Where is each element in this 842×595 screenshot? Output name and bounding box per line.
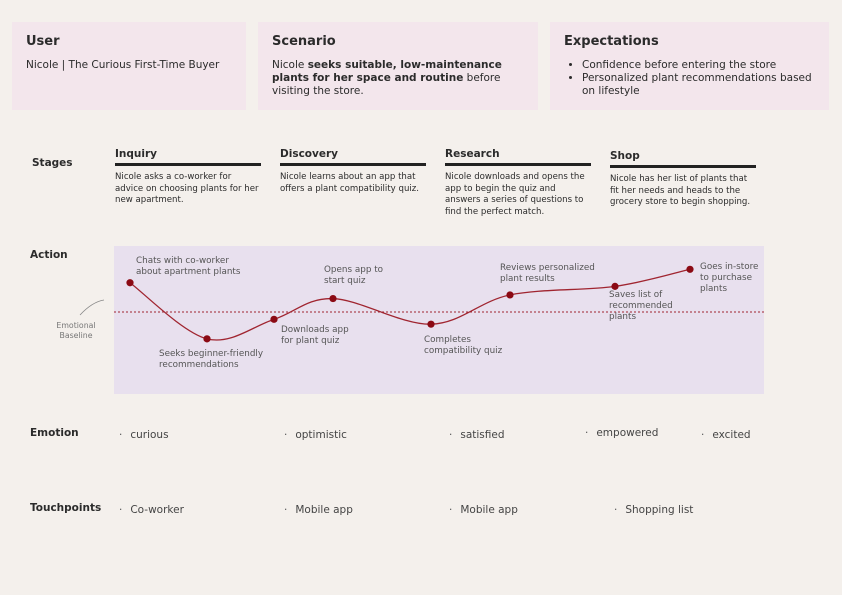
stage-desc: Nicole downloads and opens the app to be… (445, 172, 585, 217)
scenario-text-post: before visiting the store. (272, 72, 501, 97)
stage-title: Research (445, 148, 591, 166)
scenario-text-bold: seeks suitable, low-maintenance plants f… (272, 59, 502, 84)
row-label-stages: Stages (32, 157, 73, 169)
scenario-text-pre: Nicole (272, 59, 308, 71)
action-label: Reviews personalized plant results (500, 263, 595, 284)
touchpoint-item: Mobile app (449, 504, 518, 516)
action-plot-area (114, 246, 764, 394)
action-label: Downloads app for plant quiz (281, 325, 349, 346)
touchpoint-item: Mobile app (284, 504, 353, 516)
emotional-baseline-label: Emotional Baseline (56, 321, 96, 340)
action-label: Chats with co-worker about apartment pla… (136, 256, 241, 277)
emotion-point (686, 265, 694, 273)
emotion-item: satisfied (449, 429, 504, 441)
touchpoint-item: Shopping list (614, 504, 693, 516)
emotion-point (427, 320, 435, 328)
row-label-emotion: Emotion (30, 427, 79, 439)
scenario-card-text: Nicole seeks suitable, low-maintenance p… (272, 59, 524, 98)
emotion-point (329, 294, 337, 303)
expectations-card: Expectations Confidence before entering … (550, 22, 829, 110)
stage-desc: Nicole asks a co-worker for advice on ch… (115, 172, 259, 205)
stage-research: Research Nicole downloads and opens the … (445, 148, 591, 218)
action-label: Saves list of recommended plants (609, 290, 673, 322)
user-card-title: User (26, 34, 60, 49)
row-label-touchpoints: Touchpoints (30, 502, 102, 514)
touchpoint-item: Co-worker (119, 504, 184, 516)
stage-discovery: Discovery Nicole learns about an app tha… (280, 148, 426, 195)
row-label-action: Action (30, 249, 68, 261)
stage-desc: Nicole has her list of plants that fit h… (610, 174, 751, 207)
user-card-text: Nicole | The Curious First-Time Buyer (26, 59, 220, 71)
stage-inquiry: Inquiry Nicole asks a co-worker for advi… (115, 148, 261, 207)
expectations-list: Confidence before entering the store Per… (564, 59, 815, 98)
stage-title: Shop (610, 150, 756, 168)
emotion-point (126, 279, 134, 287)
expectation-item: Confidence before entering the store (582, 59, 815, 72)
emotion-point (270, 315, 278, 323)
action-label: Goes in-store to purchase plants (700, 262, 759, 294)
baseline-pointer-arrow (79, 299, 105, 316)
expectation-item: Personalized plant recommendations based… (582, 72, 815, 98)
stage-desc: Nicole learns about an app that offers a… (280, 172, 420, 194)
emotion-point (506, 291, 514, 299)
emotion-item: excited (701, 429, 750, 441)
emotion-item: empowered (585, 427, 658, 439)
emotion-item: optimistic (284, 429, 347, 441)
scenario-card-title: Scenario (272, 34, 336, 49)
action-label: Seeks beginner-friendly recommendations (159, 349, 264, 370)
action-label: Completes compatibility quiz (424, 335, 503, 356)
user-card: User Nicole | The Curious First-Time Buy… (12, 22, 246, 110)
stage-title: Inquiry (115, 148, 261, 166)
emotion-point (203, 335, 211, 343)
action-label: Opens app to start quiz (324, 265, 384, 286)
stage-shop: Shop Nicole has her list of plants that … (610, 150, 756, 209)
emotion-curve-line (129, 268, 691, 341)
scenario-card: Scenario Nicole seeks suitable, low-main… (258, 22, 538, 110)
emotion-point (611, 282, 619, 290)
emotion-item: curious (119, 429, 168, 441)
expectations-card-title: Expectations (564, 34, 659, 49)
stage-title: Discovery (280, 148, 426, 166)
